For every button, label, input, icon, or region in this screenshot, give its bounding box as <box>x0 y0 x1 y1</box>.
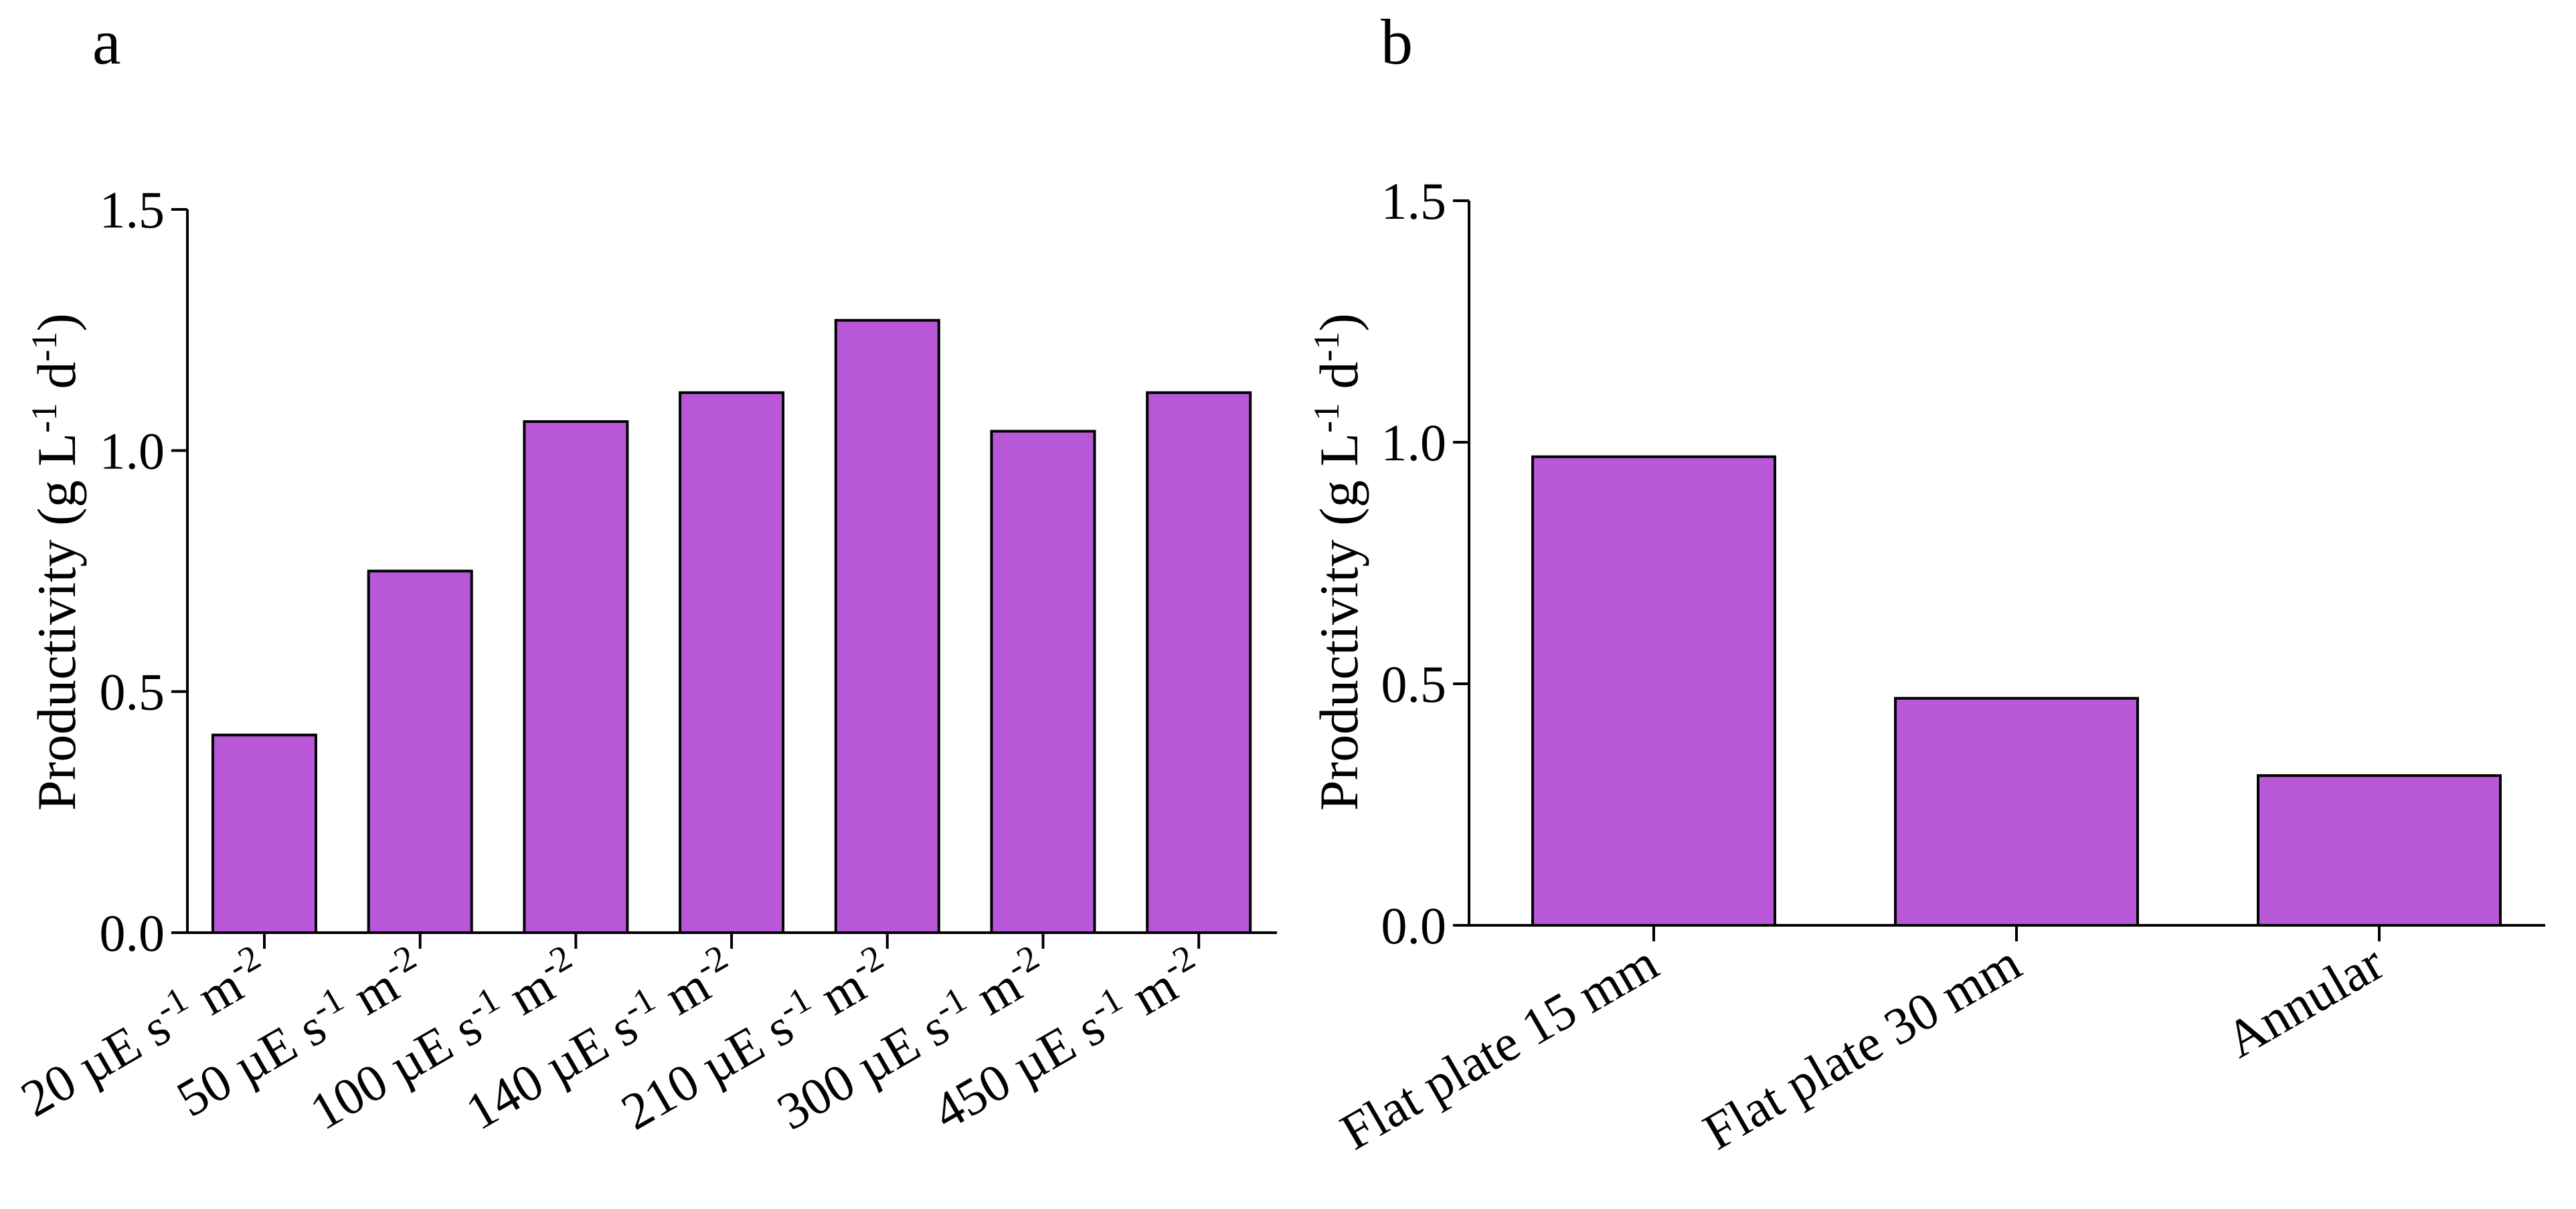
panel-b-y-axis-label: Productivity (g L-1 d-1) <box>1306 313 1369 811</box>
panel-b-ytick-label-4: 1.5 <box>1381 172 1447 230</box>
panel-a: a Productivity (g L-1 d-1) 0.00.51.01.5 … <box>11 6 1277 1141</box>
panel-b-ytick-label-3: 1.0 <box>1381 413 1447 472</box>
panel-b-ylabel-main: Productivity (g L <box>1308 433 1369 811</box>
panel-b-ytick-label-1: 0.0 <box>1381 897 1447 955</box>
panel-a-ylabel-mid: d <box>26 361 87 403</box>
panel-a-ylabel-end: ) <box>26 313 87 331</box>
panel-a-bar-5 <box>834 318 940 934</box>
panel-a-ylabel-sup1: -1 <box>24 403 64 433</box>
panel-a-bar-7 <box>1146 391 1252 934</box>
panel-b-category-label-3: Annular <box>2216 933 2393 1068</box>
panel-b-bar-3 <box>2257 774 2502 927</box>
panel-b-category-label-2: Flat plate 30 mm <box>1693 933 2030 1161</box>
panel-b-ylabel-sup1: -1 <box>1306 403 1347 433</box>
panel-a-ytick-label-1: 0.0 <box>100 904 165 962</box>
panel-a-bar-3 <box>523 420 629 934</box>
panel-b-label: b <box>1381 6 1413 78</box>
panel-b-bar-1 <box>1531 455 1776 927</box>
panel-b-ylabel-end: ) <box>1308 313 1369 331</box>
panel-b-ylabel-mid: d <box>1308 361 1369 403</box>
panel-a-ytick-label-3: 1.0 <box>100 422 165 480</box>
panel-a-ytick-label-2: 0.5 <box>100 663 165 721</box>
panel-a-bar-4 <box>679 391 785 934</box>
panel-a-label: a <box>92 6 121 78</box>
panel-a-ylabel-sup2: -1 <box>24 332 64 362</box>
panel-a-ytick-label-4: 1.5 <box>100 181 165 239</box>
panel-b-ytick-label-2: 0.5 <box>1381 655 1447 713</box>
panel-a-ylabel-main: Productivity (g L <box>26 433 87 811</box>
panel-a-bar-6 <box>990 430 1096 934</box>
panel-a-bar-2 <box>367 569 473 934</box>
panel-b-bar-2 <box>1894 696 2139 927</box>
panel-a-y-axis-label: Productivity (g L-1 d-1) <box>24 313 87 811</box>
panel-b-category-label-1: Flat plate 15 mm <box>1330 933 1667 1161</box>
panel-b: b Productivity (g L-1 d-1) 0.00.51.01.5 … <box>1306 6 2545 1161</box>
panel-b-ylabel-sup2: -1 <box>1306 332 1347 362</box>
panel-a-category-label-7: 450 µE s-1 m-2 <box>921 937 1212 1141</box>
panel-a-bar-1 <box>211 733 317 934</box>
